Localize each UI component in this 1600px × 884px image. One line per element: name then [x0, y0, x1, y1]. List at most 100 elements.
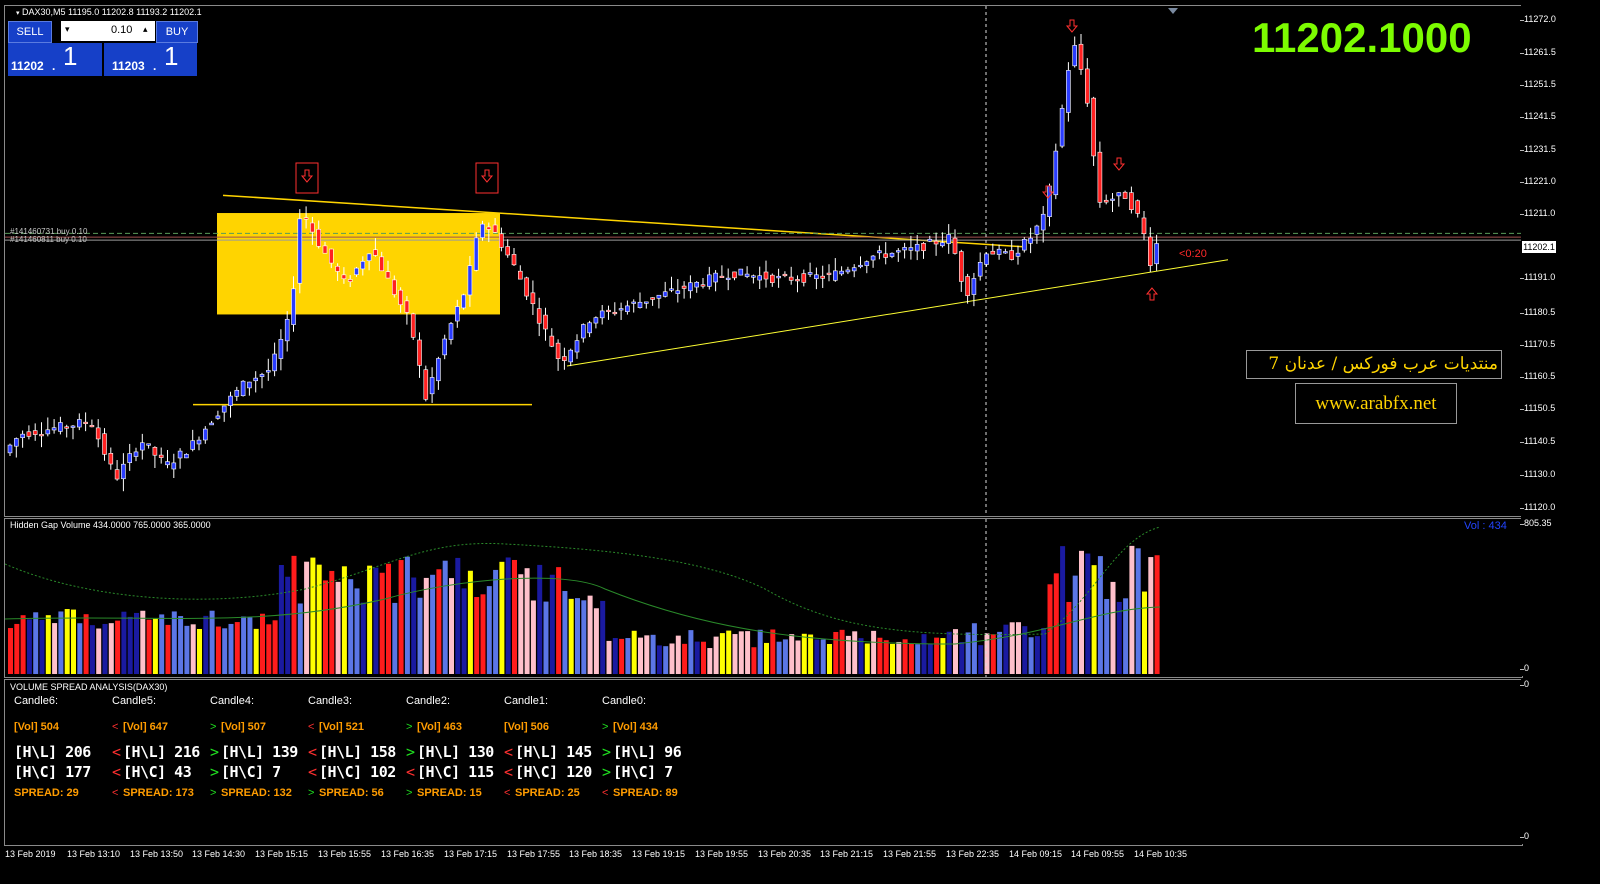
candle-body: [580, 324, 586, 339]
vsa-high-low: [H\L] 206: [14, 743, 91, 761]
candle-body: [845, 269, 851, 273]
volume-bar: [455, 557, 461, 674]
decrease-arrow-icon: <: [504, 763, 513, 781]
volume-bar: [1154, 555, 1160, 674]
order-label-2[interactable]: #141460811 buy 0.10: [10, 235, 87, 244]
volume-bar: [789, 634, 795, 674]
vsa-high-low: > [H\L] 139: [210, 743, 298, 761]
candle-body: [335, 265, 340, 272]
candle-body: [152, 447, 158, 456]
volume-bar: [877, 637, 883, 674]
candle-body: [297, 218, 303, 284]
candle-body: [158, 454, 164, 458]
buy-button[interactable]: BUY: [156, 21, 198, 43]
candle-body: [1021, 238, 1027, 251]
volume-bar: [134, 612, 139, 674]
volume-indicator-pane[interactable]: [4, 518, 1523, 678]
candle-body: [606, 309, 611, 313]
candle-body: [303, 217, 309, 220]
volume-bar: [959, 642, 965, 674]
candle-body: [795, 279, 800, 282]
candle-body: [209, 422, 214, 426]
candle-body: [864, 261, 870, 266]
volume-bar: [808, 634, 814, 674]
volume-bar: [234, 622, 240, 674]
candle-body: [1135, 200, 1140, 214]
candle-body: [398, 289, 403, 305]
candle-body: [1034, 225, 1040, 235]
volume-bar: [1123, 598, 1129, 674]
volume-bar: [801, 633, 807, 674]
volume-bar: [52, 623, 58, 674]
volume-bar: [316, 564, 322, 674]
signal-down-arrow-icon: [1041, 185, 1055, 199]
candle-body: [127, 453, 132, 463]
lot-increase-icon[interactable]: ▴: [143, 24, 148, 34]
volume-bar: [467, 570, 473, 674]
current-price-tag: 11202.1: [1522, 241, 1556, 253]
vsa-spread: > SPREAD: 15: [406, 787, 482, 799]
candle-body: [996, 248, 1002, 255]
sell-button[interactable]: SELL: [8, 21, 52, 43]
signal-down-arrow-icon: [1065, 19, 1079, 33]
candle-body: [454, 306, 460, 322]
candle-body: [914, 244, 920, 252]
volume-bar: [379, 572, 385, 674]
volume-bar: [978, 645, 984, 674]
order-label-1[interactable]: #141460731 buy 0.10: [10, 227, 88, 236]
vsa-high-close: < [H\C] 102: [308, 763, 396, 781]
volume-bar: [417, 597, 423, 674]
price-chart-pane[interactable]: [4, 5, 1523, 517]
vsa-high-close: > [H\C] 7: [210, 763, 281, 781]
volume-bar: [1047, 584, 1053, 674]
vsa-high-close: > [H\C] 7: [602, 763, 673, 781]
vsa-high-low: > [H\L] 130: [406, 743, 494, 761]
candle-body: [757, 275, 763, 281]
price-axis-tick: 11231.5: [1520, 144, 1556, 154]
volume-bar: [14, 623, 20, 674]
decrease-arrow-icon: <: [112, 743, 121, 761]
candle-body: [278, 339, 284, 359]
candle-body: [524, 277, 529, 297]
volume-bar: [902, 639, 908, 674]
volume-bar: [203, 615, 209, 674]
ask-price-button[interactable]: 11203 . 1: [104, 41, 197, 76]
price-axis[interactable]: 11272.0 11261.5 11251.5 11241.5 11231.5 11221…: [1519, 5, 1600, 517]
volume-bar: [726, 630, 732, 674]
volume-bar: [971, 623, 977, 674]
volume-bar: [751, 647, 757, 674]
candle-body: [77, 419, 82, 428]
vsa-spread: < SPREAD: 89: [602, 787, 678, 799]
vsa-spread: SPREAD: 29: [14, 787, 79, 799]
candle-body: [1116, 192, 1122, 197]
symbol-dropdown-icon[interactable]: ▾: [16, 10, 20, 17]
candle-body: [763, 271, 769, 280]
candle-body: [971, 278, 977, 295]
volume-bar: [1034, 636, 1040, 674]
lot-value: 0.10: [111, 24, 133, 36]
volume-bar: [121, 611, 127, 674]
candle-body: [719, 275, 725, 278]
candle-body: [517, 270, 523, 280]
volume-bar: [291, 555, 297, 674]
volume-bar: [675, 635, 681, 674]
candle-body: [1097, 151, 1103, 203]
bid-price-button[interactable]: 11202 . 1: [8, 41, 102, 76]
vsa-candle-label: Candle4:: [210, 695, 255, 707]
candle-body: [83, 421, 88, 424]
candlestick-chart[interactable]: [5, 6, 1522, 516]
candle-body: [221, 405, 227, 413]
volume-bar: [701, 641, 706, 674]
time-axis-tick: 13 Feb 22:35: [946, 849, 1000, 859]
candle-body: [39, 434, 44, 437]
vsa-indicator-pane[interactable]: [4, 679, 1523, 846]
candle-body: [669, 288, 674, 291]
bid-price-dot: .: [52, 59, 56, 73]
lot-decrease-icon[interactable]: ▾: [65, 24, 70, 34]
vsa-volume: < [Vol] 647: [112, 721, 169, 733]
lot-size-input[interactable]: ▾ 0.10 ▴: [61, 21, 155, 41]
volume-bar: [165, 624, 171, 674]
volume-bar: [285, 576, 291, 674]
candle-body: [70, 425, 76, 428]
price-axis-tick: 11191.0: [1519, 272, 1556, 282]
